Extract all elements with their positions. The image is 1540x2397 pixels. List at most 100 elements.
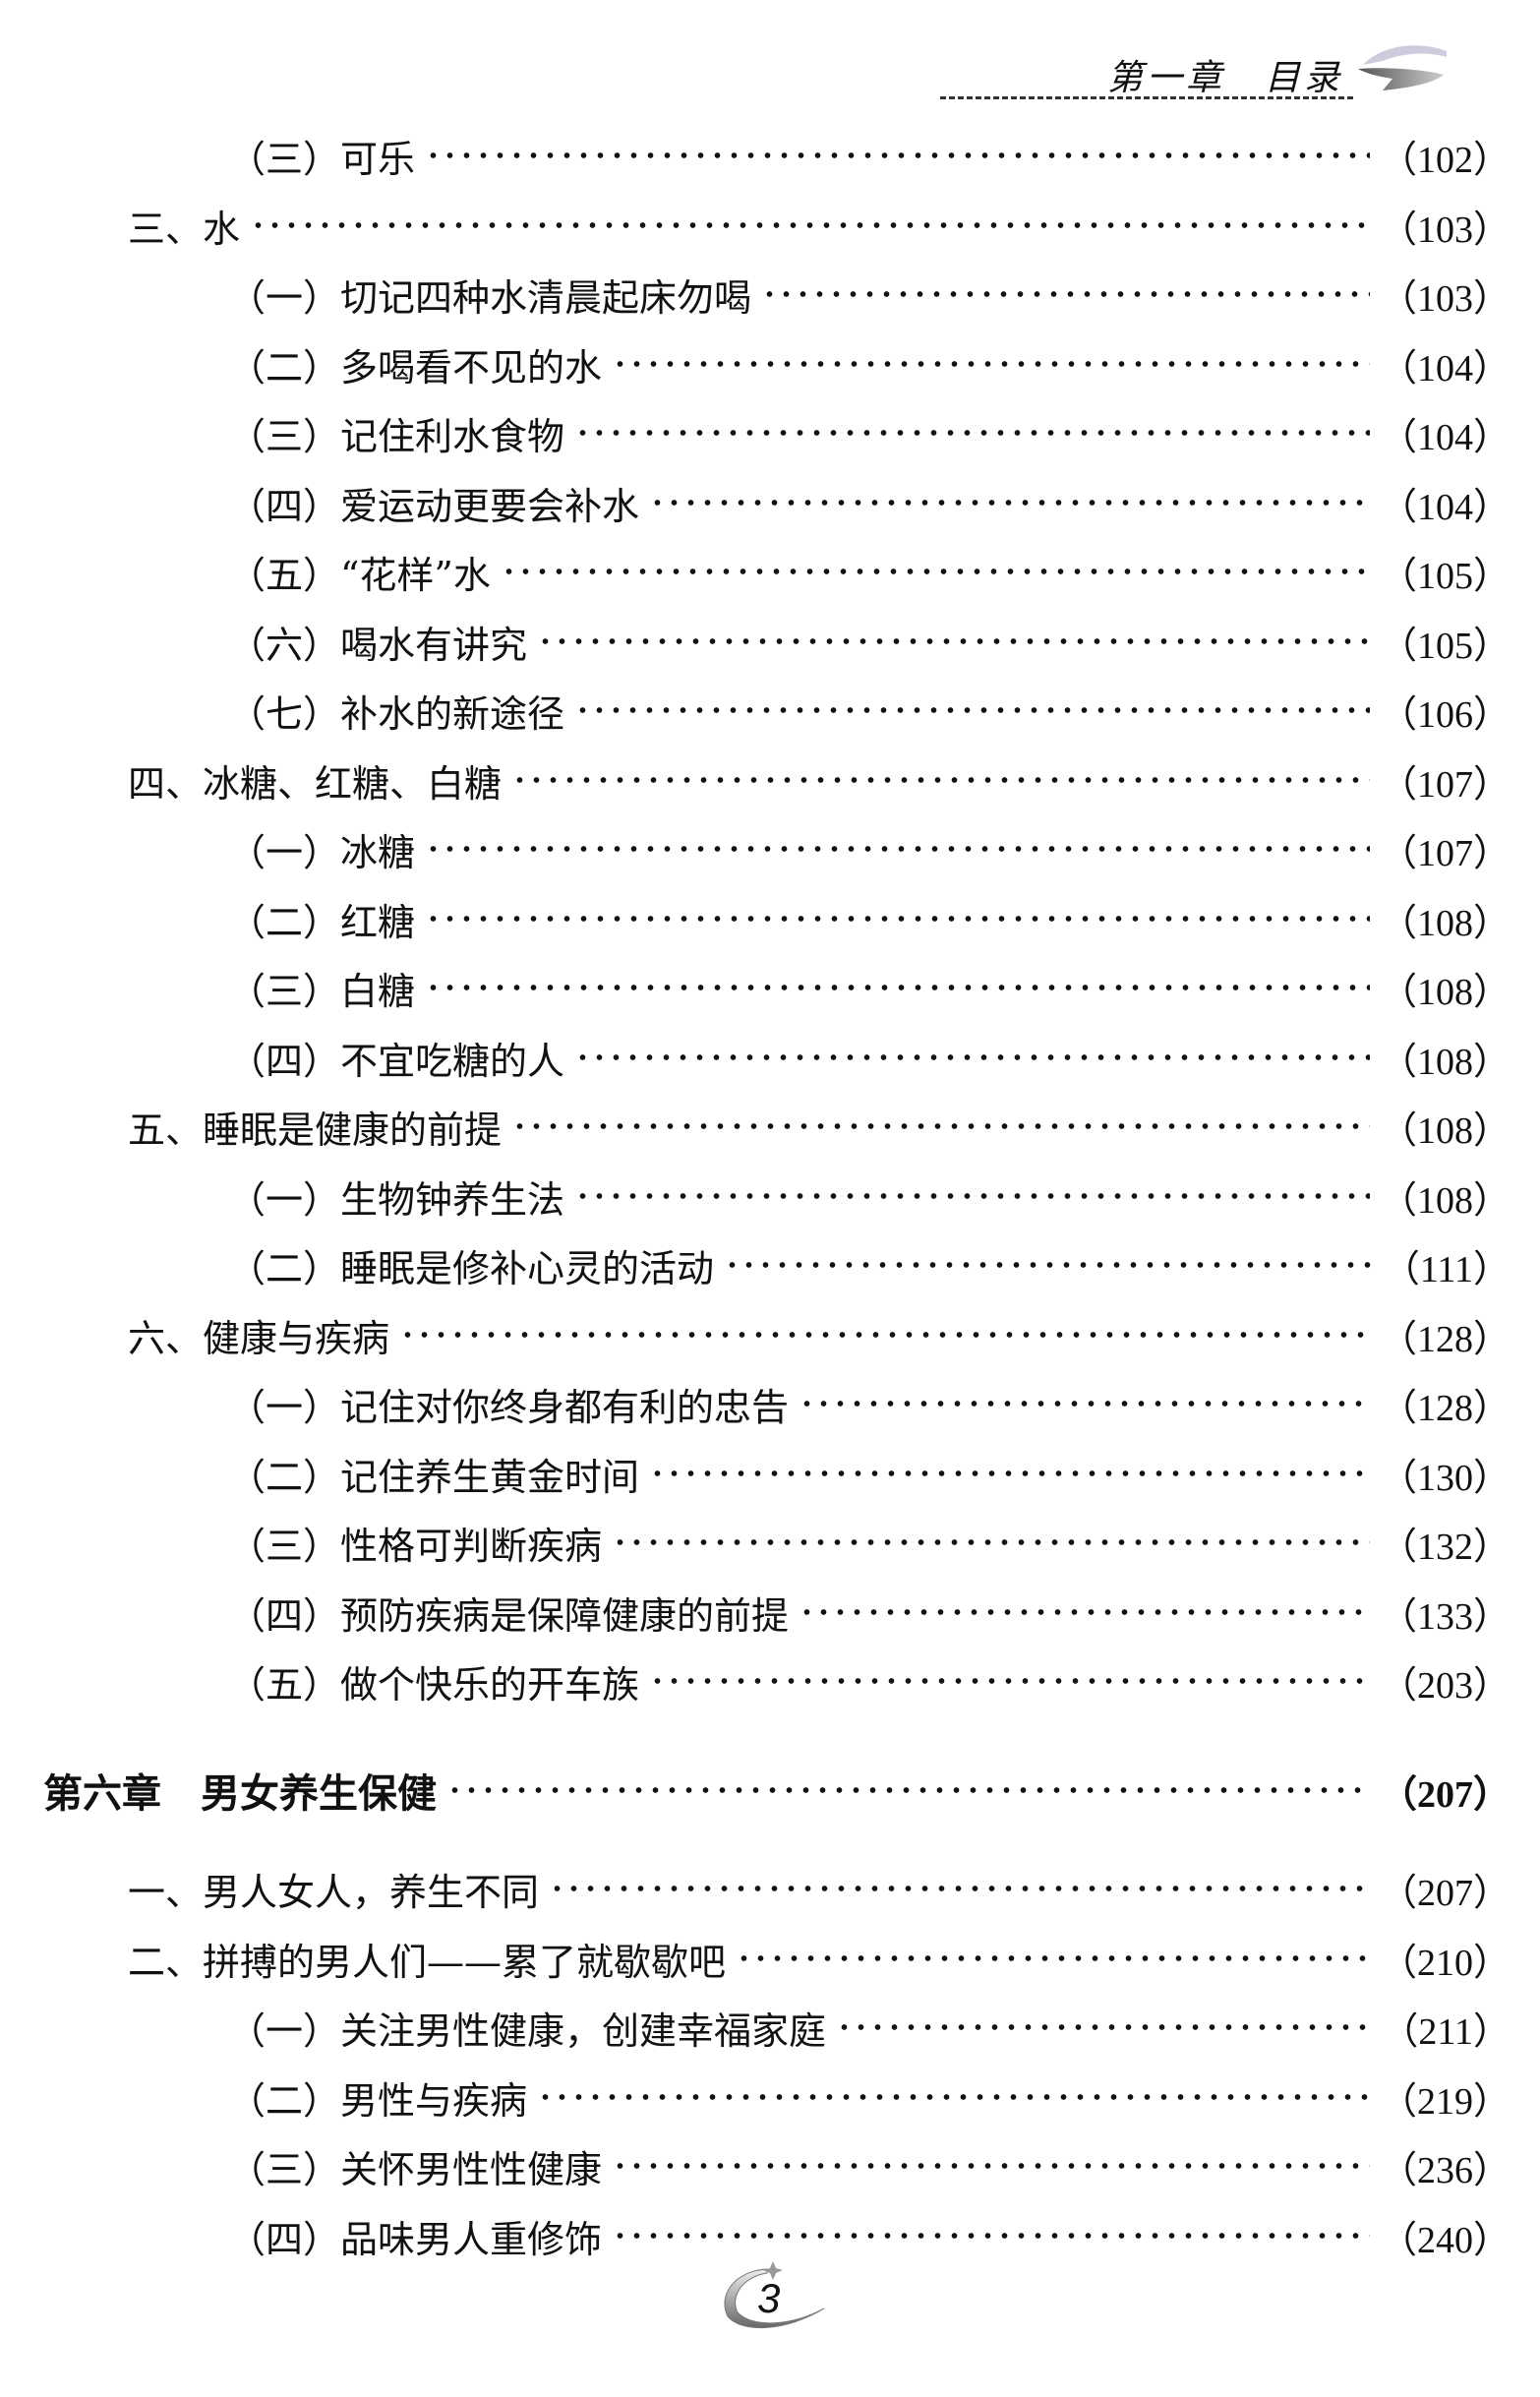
- entry-title: （三）可乐: [228, 137, 416, 181]
- dot-leader: [574, 429, 1370, 437]
- toc-entry: 四、冰糖、红糖、白糖 （107）: [0, 749, 1510, 811]
- dot-leader: [836, 2023, 1372, 2031]
- dot-leader: [399, 1331, 1370, 1339]
- entry-page-number: （108）: [1379, 902, 1510, 944]
- toc-entry: 二、拼搏的男人们——累了就歇歇吧 （210）: [0, 1927, 1510, 1990]
- entry-title: （三）关怀男性性健康: [228, 2147, 603, 2191]
- entry-page-number: （111）: [1382, 1248, 1510, 1290]
- entry-title: （一）关注男性健康，创建幸福家庭: [228, 2008, 827, 2053]
- toc-entry: 三、水 （103）: [0, 194, 1510, 257]
- entry-title: （四）品味男人重修饰: [228, 2217, 603, 2261]
- entry-page-number: （105）: [1379, 625, 1510, 667]
- toc-entry: （三）白糖 （108）: [0, 956, 1510, 1019]
- toc-entry: （七）补水的新途径 （106）: [0, 679, 1510, 742]
- entry-title: （一）切记四种水清晨起床勿喝: [228, 275, 752, 320]
- entry-page-number: （132）: [1379, 1526, 1510, 1568]
- dot-leader: [736, 1954, 1370, 1962]
- dot-leader: [724, 1261, 1373, 1269]
- entry-title: 三、水: [128, 207, 241, 251]
- dot-leader: [425, 915, 1370, 923]
- entry-title: （二）睡眠是修补心灵的活动: [228, 1246, 715, 1290]
- dot-leader: [574, 706, 1370, 714]
- entry-page-number: （106）: [1379, 693, 1510, 736]
- dot-leader: [574, 1053, 1370, 1061]
- page-footer: 3: [708, 2257, 846, 2346]
- toc-entry: （四）预防疾病是保障健康的前提 （133）: [0, 1581, 1510, 1644]
- entry-page-number: （130）: [1379, 1457, 1510, 1499]
- entry-title: （四）预防疾病是保障健康的前提: [228, 1593, 790, 1638]
- dot-leader: [549, 1885, 1370, 1892]
- entry-page-number: （207）: [1379, 1773, 1510, 1816]
- header-dashed-rule: [940, 96, 1353, 99]
- entry-title: （四）爱运动更要会补水: [228, 484, 640, 528]
- dot-leader: [537, 2093, 1370, 2101]
- toc-entry: （四）爱运动更要会补水 （104）: [0, 471, 1510, 534]
- dot-leader: [500, 568, 1370, 575]
- toc-entry: （一）切记四种水清晨起床勿喝 （103）: [0, 263, 1510, 326]
- toc-entry: （三）记住利水食物 （104）: [0, 401, 1510, 464]
- entry-title: （一）记住对你终身都有利的忠告: [228, 1385, 790, 1429]
- dot-leader: [537, 637, 1370, 645]
- toc-entry: （三）关怀男性性健康 （236）: [0, 2134, 1510, 2197]
- entry-page-number: （203）: [1379, 1664, 1510, 1707]
- toc-entry: （一）生物钟养生法 （108）: [0, 1165, 1510, 1228]
- entry-page-number: （210）: [1379, 1942, 1510, 1984]
- toc-entry: （六）喝水有讲究 （105）: [0, 610, 1510, 673]
- toc-entry: （五）“花样”水 （105）: [0, 540, 1510, 603]
- running-header: 第一章 目录: [940, 45, 1451, 106]
- entry-title: （二）男性与疾病: [228, 2078, 528, 2123]
- toc-entry: 五、睡眠是健康的前提 （108）: [0, 1095, 1510, 1158]
- entry-page-number: （207）: [1379, 1872, 1510, 1914]
- entry-title: （七）补水的新途径: [228, 691, 565, 736]
- entry-title: （四）不宜吃糖的人: [228, 1039, 565, 1083]
- entry-page-number: （103）: [1379, 277, 1510, 320]
- dot-leader: [425, 984, 1370, 991]
- toc-entry: （三）可乐 （102）: [0, 124, 1510, 187]
- dot-leader: [612, 1538, 1370, 1546]
- dot-leader: [425, 151, 1370, 159]
- entry-page-number: （108）: [1379, 1109, 1510, 1152]
- toc-entry: （一）记住对你终身都有利的忠告 （128）: [0, 1372, 1510, 1435]
- toc-entry: （二）男性与疾病 （219）: [0, 2066, 1510, 2128]
- entry-title: 五、睡眠是健康的前提: [128, 1108, 503, 1152]
- entry-title: 二、拼搏的男人们——累了就歇歇吧: [128, 1940, 727, 1984]
- toc-entry: 一、男人女人，养生不同 （207）: [0, 1857, 1510, 1920]
- entry-page-number: （108）: [1379, 1041, 1510, 1083]
- dot-leader: [250, 221, 1370, 229]
- entry-title: （三）性格可判断疾病: [228, 1524, 603, 1568]
- toc-entry: 六、健康与疾病 （128）: [0, 1303, 1510, 1366]
- entry-page-number: （128）: [1379, 1387, 1510, 1429]
- dot-leader: [649, 1677, 1370, 1685]
- toc-entry: （四）不宜吃糖的人 （108）: [0, 1026, 1510, 1089]
- entry-page-number: （133）: [1379, 1595, 1510, 1638]
- entry-title: （三）白糖: [228, 969, 416, 1013]
- dot-leader: [612, 2162, 1370, 2170]
- entry-page-number: （211）: [1381, 2010, 1510, 2053]
- dot-leader: [649, 1469, 1370, 1477]
- entry-page-number: （103）: [1379, 209, 1510, 251]
- entry-page-number: （104）: [1379, 347, 1510, 390]
- entry-title: （二）记住养生黄金时间: [228, 1455, 640, 1499]
- dot-leader: [511, 776, 1370, 784]
- page-number: 3: [757, 2275, 781, 2321]
- entry-title: （五）做个快乐的开车族: [228, 1662, 640, 1707]
- dot-leader: [612, 360, 1370, 368]
- entry-title: （二）多喝看不见的水: [228, 345, 603, 390]
- entry-page-number: （107）: [1379, 832, 1510, 874]
- dot-leader: [799, 1608, 1370, 1616]
- dot-leader: [761, 290, 1370, 298]
- toc-entry: （一）关注男性健康，创建幸福家庭 （211）: [0, 1996, 1510, 2059]
- entry-page-number: （107）: [1379, 763, 1510, 806]
- toc-entry: （四）品味男人重修饰 （240）: [0, 2204, 1510, 2267]
- dot-leader: [574, 1192, 1370, 1200]
- crescent-star-icon: [724, 2261, 825, 2329]
- entry-title: （三）记住利水食物: [228, 414, 565, 458]
- entry-title: 第六章 男女养生保健: [43, 1771, 437, 1817]
- dot-leader: [446, 1786, 1370, 1794]
- toc-entry: （二）多喝看不见的水 （104）: [0, 332, 1510, 395]
- entry-page-number: （104）: [1379, 486, 1510, 528]
- dot-leader: [649, 499, 1370, 507]
- entry-page-number: （128）: [1379, 1318, 1510, 1360]
- entry-page-number: （104）: [1379, 416, 1510, 458]
- entry-page-number: （108）: [1379, 1179, 1510, 1222]
